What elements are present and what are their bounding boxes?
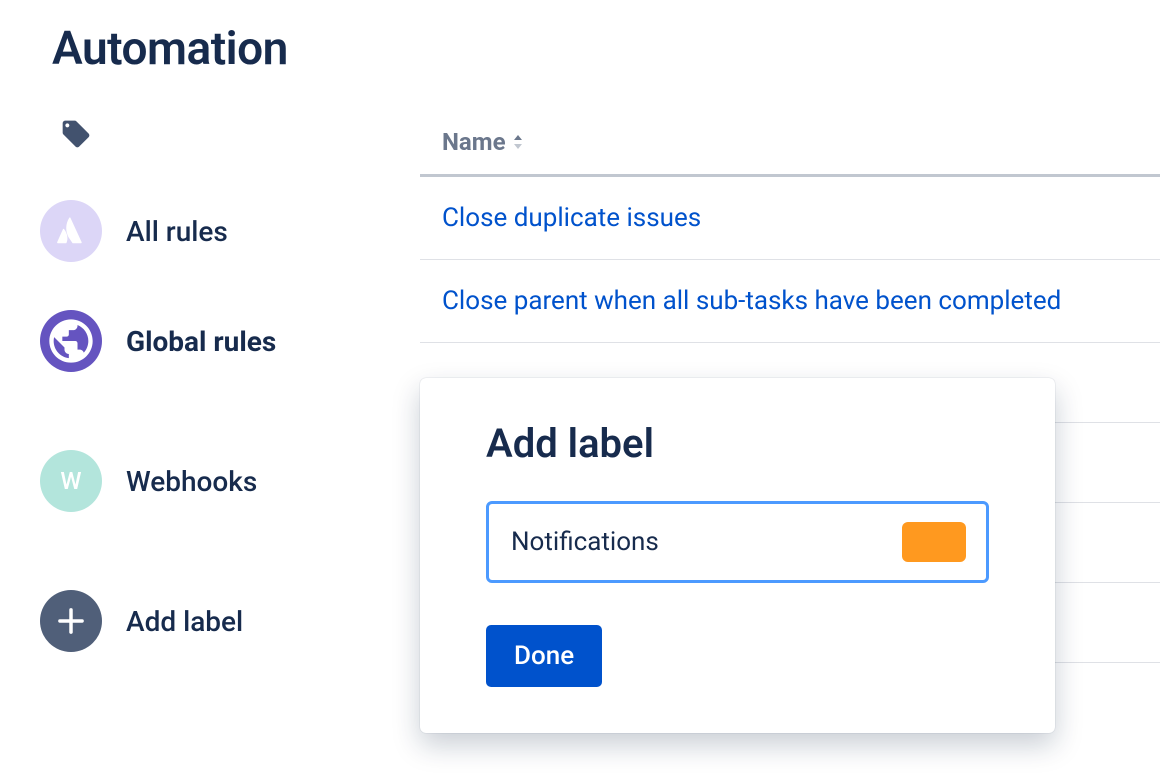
- label-color-chip[interactable]: [902, 522, 966, 562]
- sidebar-item-global-rules[interactable]: Global rules: [38, 300, 378, 382]
- table-row: Close parent when all sub-tasks have bee…: [420, 260, 1160, 343]
- column-header-name[interactable]: Name: [420, 118, 1160, 177]
- add-label-modal: Add label Done: [420, 378, 1055, 733]
- sidebar-item-all-rules[interactable]: All rules: [38, 190, 378, 272]
- modal-title: Add label: [486, 420, 989, 467]
- label-input-wrapper[interactable]: [486, 501, 989, 583]
- column-header-label: Name: [442, 128, 506, 156]
- sidebar-item-label: Global rules: [126, 325, 276, 358]
- sort-icon: [512, 134, 524, 150]
- sidebar: All rules Global rules W Webhooks Add la…: [38, 118, 378, 690]
- sidebar-item-label: Webhooks: [126, 465, 257, 498]
- sidebar-item-add-label[interactable]: Add label: [38, 580, 378, 662]
- done-button[interactable]: Done: [486, 625, 602, 687]
- label-name-input[interactable]: [511, 527, 902, 557]
- rule-link[interactable]: Close parent when all sub-tasks have bee…: [442, 286, 1061, 316]
- webhooks-badge: W: [40, 450, 102, 512]
- sidebar-item-webhooks[interactable]: W Webhooks: [38, 440, 378, 522]
- sidebar-item-label: Add label: [126, 605, 243, 638]
- sidebar-item-label: All rules: [126, 215, 228, 248]
- globe-icon: [40, 310, 102, 372]
- rule-link[interactable]: Close duplicate issues: [442, 203, 701, 233]
- tag-icon: [60, 118, 378, 154]
- badge-initial: W: [60, 467, 81, 495]
- table-row: Close duplicate issues: [420, 177, 1160, 260]
- page-title: Automation: [52, 22, 288, 76]
- plus-icon: [40, 590, 102, 652]
- atlassian-icon: [40, 200, 102, 262]
